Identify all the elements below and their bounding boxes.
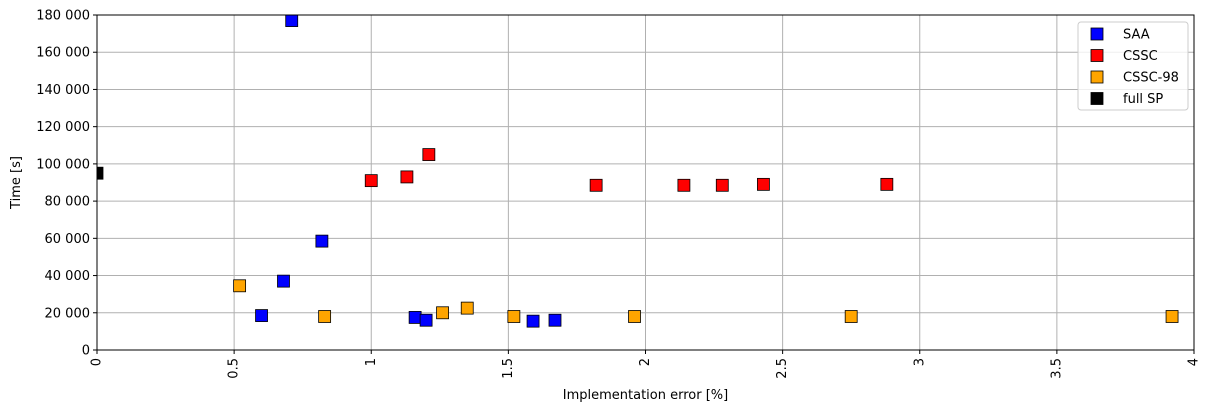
point-cssc <box>364 174 378 188</box>
y-tick-label: 20 000 <box>45 306 91 321</box>
y-tick-label: 180 000 <box>36 9 90 24</box>
point-cssc-98 <box>318 310 332 323</box>
point-saa <box>526 314 540 328</box>
point-cssc <box>677 178 691 192</box>
point-cssc-98 <box>436 306 449 320</box>
x-tick-label: 3.5 <box>1049 358 1064 379</box>
point-cssc <box>422 148 436 161</box>
legend-label-cssc: CSSC <box>1123 49 1158 64</box>
data-points <box>97 15 1179 328</box>
legend-marker-cssc-98 <box>1090 70 1104 84</box>
y-tick-label: 120 000 <box>36 120 90 135</box>
point-cssc <box>880 177 894 191</box>
legend-marker-saa <box>1090 27 1104 41</box>
y-tick-label: 100 000 <box>36 157 90 172</box>
legend-label-cssc-98: CSSC-98 <box>1123 71 1179 86</box>
x-tick-label: 2 <box>638 358 653 366</box>
y-tick-label: 40 000 <box>45 269 91 284</box>
x-tick-label: 0.5 <box>227 358 242 379</box>
x-tick-label: 3 <box>912 358 927 366</box>
x-tick-label: 1 <box>364 358 379 366</box>
point-cssc-98 <box>507 310 521 323</box>
x-tick-label: 1.5 <box>501 358 516 379</box>
point-cssc-98 <box>460 301 474 315</box>
point-saa <box>285 15 299 27</box>
point-saa <box>419 313 433 327</box>
x-axis-label: Implementation error [%] <box>563 388 728 403</box>
legend-label-saa: SAA <box>1123 28 1150 43</box>
grid <box>96 14 1195 351</box>
y-tick-label: 80 000 <box>45 195 91 210</box>
legend: SAA CSSC CSSC-98 full SP <box>1077 21 1189 111</box>
point-saa <box>315 234 329 248</box>
point-cssc-98 <box>233 279 247 293</box>
point-saa <box>548 313 562 327</box>
point-cssc <box>589 178 603 192</box>
y-tick-label: 60 000 <box>45 232 91 247</box>
y-tick-label: 140 000 <box>36 83 90 98</box>
x-tick-label: 0 <box>90 358 105 366</box>
legend-label-full-sp: full SP <box>1123 92 1163 107</box>
x-tick-label: 2.5 <box>775 358 790 379</box>
y-tick-label: 0 <box>82 344 90 359</box>
legend-box <box>1077 21 1189 111</box>
y-axis-label: Time [s] <box>9 156 24 210</box>
legend-marker-full-sp <box>1090 92 1104 105</box>
point-cssc <box>400 170 414 184</box>
point-cssc <box>757 177 770 191</box>
point-cssc-98 <box>844 310 858 323</box>
point-saa <box>277 274 290 288</box>
point-cssc-98 <box>1165 310 1179 323</box>
point-cssc <box>715 178 729 192</box>
point-saa <box>255 309 268 322</box>
y-tick-label: 160 000 <box>36 46 90 61</box>
legend-marker-cssc <box>1090 49 1104 62</box>
point-cssc-98 <box>628 310 641 323</box>
x-tick-label: 4 <box>1187 358 1202 366</box>
point-full-sp <box>97 166 104 180</box>
point-saa <box>408 311 422 324</box>
